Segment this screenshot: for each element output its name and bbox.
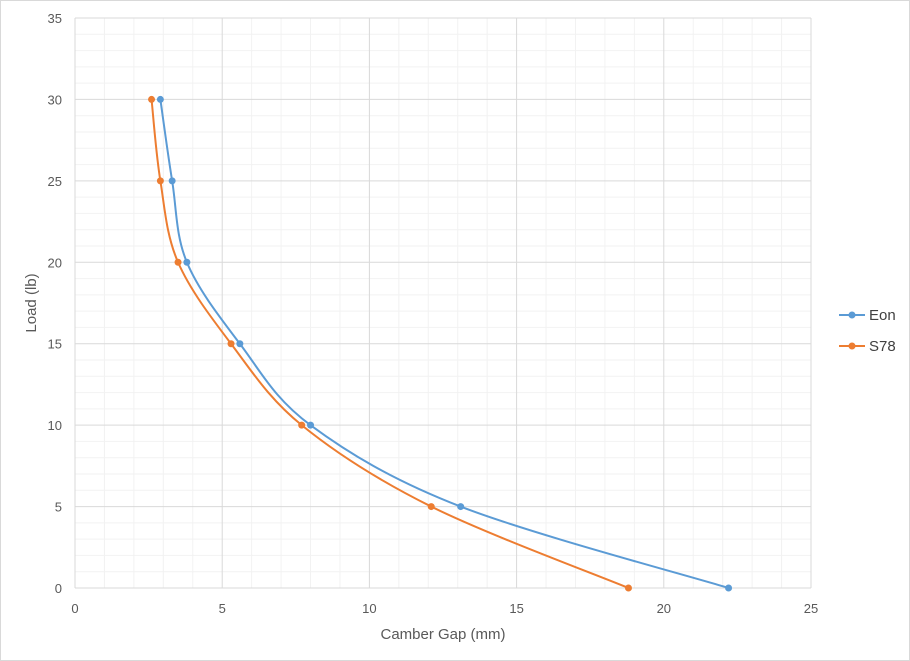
data-point-s78 — [174, 258, 182, 266]
x-tick-label: 5 — [219, 601, 226, 616]
y-tick-label: 30 — [48, 92, 62, 107]
data-point-s78 — [156, 177, 164, 185]
series-s78 — [148, 95, 632, 592]
series-line-s78 — [150, 99, 629, 589]
x-tick-label: 20 — [657, 601, 671, 616]
x-tick-label: 15 — [509, 601, 523, 616]
x-axis-tick-labels: 0 5 10 15 20 25 — [71, 601, 818, 616]
y-tick-label: 0 — [55, 581, 62, 596]
legend: Eon S78 — [839, 307, 896, 355]
minor-gridlines — [75, 18, 811, 588]
y-tick-label: 5 — [55, 500, 62, 515]
data-point-eon — [236, 340, 244, 348]
y-tick-label: 20 — [48, 255, 62, 270]
data-point-s78 — [298, 421, 306, 429]
data-point-eon — [183, 258, 191, 266]
series-eon — [156, 95, 733, 592]
data-point-s78 — [227, 340, 235, 348]
data-point-s78 — [148, 95, 156, 103]
y-axis-tick-labels: 0 5 10 15 20 25 30 35 — [48, 11, 62, 596]
legend-item-eon: Eon — [839, 307, 896, 324]
data-point-eon — [168, 177, 176, 185]
legend-eon-marker — [848, 311, 856, 319]
data-point-eon — [156, 95, 164, 103]
x-tick-label: 0 — [71, 601, 78, 616]
series-line-eon — [159, 99, 729, 589]
data-point-s78 — [624, 584, 632, 592]
data-point-eon — [457, 503, 465, 511]
legend-s78-marker — [848, 342, 856, 350]
data-point-eon — [307, 421, 315, 429]
y-tick-label: 25 — [48, 174, 62, 189]
legend-eon-label: Eon — [869, 307, 896, 324]
data-point-eon — [725, 584, 733, 592]
legend-s78-label: S78 — [869, 338, 896, 355]
data-point-s78 — [427, 503, 435, 511]
x-axis-title: Camber Gap (mm) — [380, 626, 505, 643]
y-tick-label: 15 — [48, 337, 62, 352]
legend-item-s78: S78 — [839, 338, 896, 355]
y-axis-title: Load (lb) — [23, 273, 40, 332]
y-tick-label: 10 — [48, 418, 62, 433]
x-tick-label: 10 — [362, 601, 376, 616]
major-gridlines — [74, 17, 812, 589]
y-tick-label: 35 — [48, 11, 62, 26]
series-layer — [148, 95, 733, 592]
x-tick-label: 25 — [804, 601, 818, 616]
